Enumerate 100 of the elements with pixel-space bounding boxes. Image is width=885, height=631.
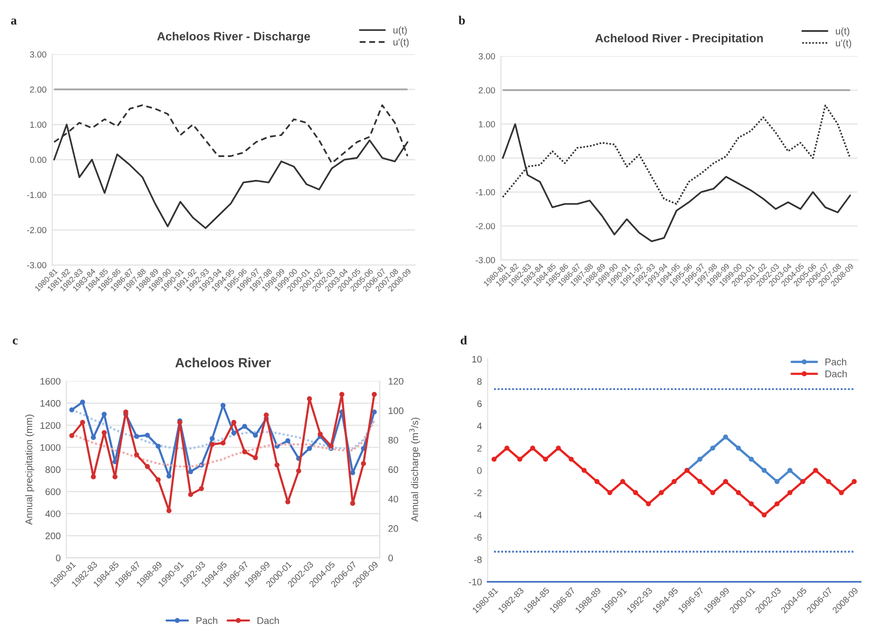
point [166, 508, 172, 514]
point [787, 468, 792, 473]
point [350, 500, 356, 506]
y2-tick-label: 20 [388, 525, 398, 532]
legend-label: u'(t) [836, 39, 852, 48]
y-tick-label: 2.00 [478, 87, 496, 94]
point [285, 499, 290, 504]
chart-title: Achelood River - Precipitation [595, 34, 763, 45]
text: c [12, 338, 18, 344]
y-tick-label: 1200 [40, 422, 60, 429]
y-tick-label: 200 [46, 532, 60, 540]
point [166, 474, 172, 479]
point [568, 456, 574, 462]
y-tick-label: -6 [474, 534, 482, 541]
point [723, 434, 728, 440]
point [264, 412, 269, 418]
point [285, 438, 290, 444]
point [556, 446, 561, 451]
point [672, 479, 677, 484]
y-tick-label: 3.00 [30, 51, 46, 58]
y-tick-label: -10 [468, 578, 482, 586]
point [697, 456, 702, 462]
y2-tick-label: 100 [388, 407, 404, 414]
point [838, 490, 844, 496]
point [80, 420, 86, 425]
point [90, 474, 96, 480]
point [242, 449, 248, 454]
point [697, 479, 702, 484]
point [306, 396, 312, 402]
point [633, 490, 638, 496]
point [220, 402, 226, 408]
legend-label: u'(t) [393, 38, 409, 48]
point [69, 407, 74, 412]
point [231, 420, 236, 425]
point [339, 392, 344, 397]
point [748, 456, 754, 462]
y-tick-label: -2 [474, 490, 482, 496]
y-tick-label: 1.00 [30, 122, 46, 128]
y-tick-label: -3.00 [27, 262, 46, 268]
y-tick-label: 0 [56, 554, 60, 562]
point [736, 490, 741, 496]
y-tick-label: 6 [477, 400, 482, 408]
point [492, 456, 497, 462]
legend-label: Pach [196, 616, 218, 624]
legend-label: Dach [825, 370, 847, 378]
point [646, 501, 651, 506]
y-tick-label: 1600 [40, 378, 60, 385]
point [710, 490, 716, 496]
point [210, 442, 215, 447]
y2-tick-label: 80 [388, 436, 398, 444]
point [517, 456, 522, 462]
point [774, 479, 780, 484]
y-tick-label: 0 [477, 467, 482, 474]
point [188, 469, 194, 474]
point [774, 501, 780, 506]
point [530, 446, 536, 451]
y-tick-label: -4 [474, 512, 482, 518]
y2-tick-label: 60 [388, 466, 398, 473]
y-tick-label: 4 [477, 422, 482, 430]
point [723, 479, 728, 484]
y-tick-label: 10 [472, 356, 482, 363]
y-tick-label: 1400 [40, 400, 60, 407]
point [80, 400, 86, 405]
y-tick-label: 2 [477, 444, 482, 452]
point [252, 432, 258, 438]
point [134, 434, 140, 439]
y-tick-label: 1.00 [478, 121, 496, 128]
point [112, 474, 118, 480]
point [210, 436, 215, 442]
y-axis-title: Annual precipitation (mm) [25, 414, 34, 525]
text: a [11, 18, 17, 25]
y-tick-label: -2.00 [476, 223, 496, 230]
point [350, 470, 356, 476]
chart-title: Acheloos River - Discharge [157, 32, 310, 43]
point [762, 512, 767, 518]
point [607, 490, 612, 496]
point [620, 479, 626, 484]
legend-label: u(t) [393, 26, 407, 36]
legend-label: u(t) [836, 27, 850, 36]
chart-title: Acheloos River [175, 358, 271, 368]
point [134, 452, 140, 458]
y-tick-label: -2.00 [27, 226, 46, 234]
y-tick-label: 8 [477, 378, 482, 385]
point [504, 446, 510, 451]
y2-axis-title: Annual discharge (m$^{3}$/s) [409, 418, 420, 522]
point [813, 468, 818, 473]
point [144, 432, 150, 438]
point [852, 479, 857, 484]
y-tick-label: 600 [46, 488, 60, 496]
y2-tick-label: 40 [388, 496, 398, 502]
point [582, 468, 587, 473]
point [736, 446, 741, 451]
point [274, 462, 280, 468]
point [328, 443, 334, 448]
point [306, 446, 312, 451]
point [762, 468, 767, 473]
y-tick-label: 1000 [40, 444, 60, 451]
point [188, 492, 194, 497]
legend-label: Dach [258, 616, 279, 624]
y-tick-label: -1.00 [27, 192, 46, 198]
